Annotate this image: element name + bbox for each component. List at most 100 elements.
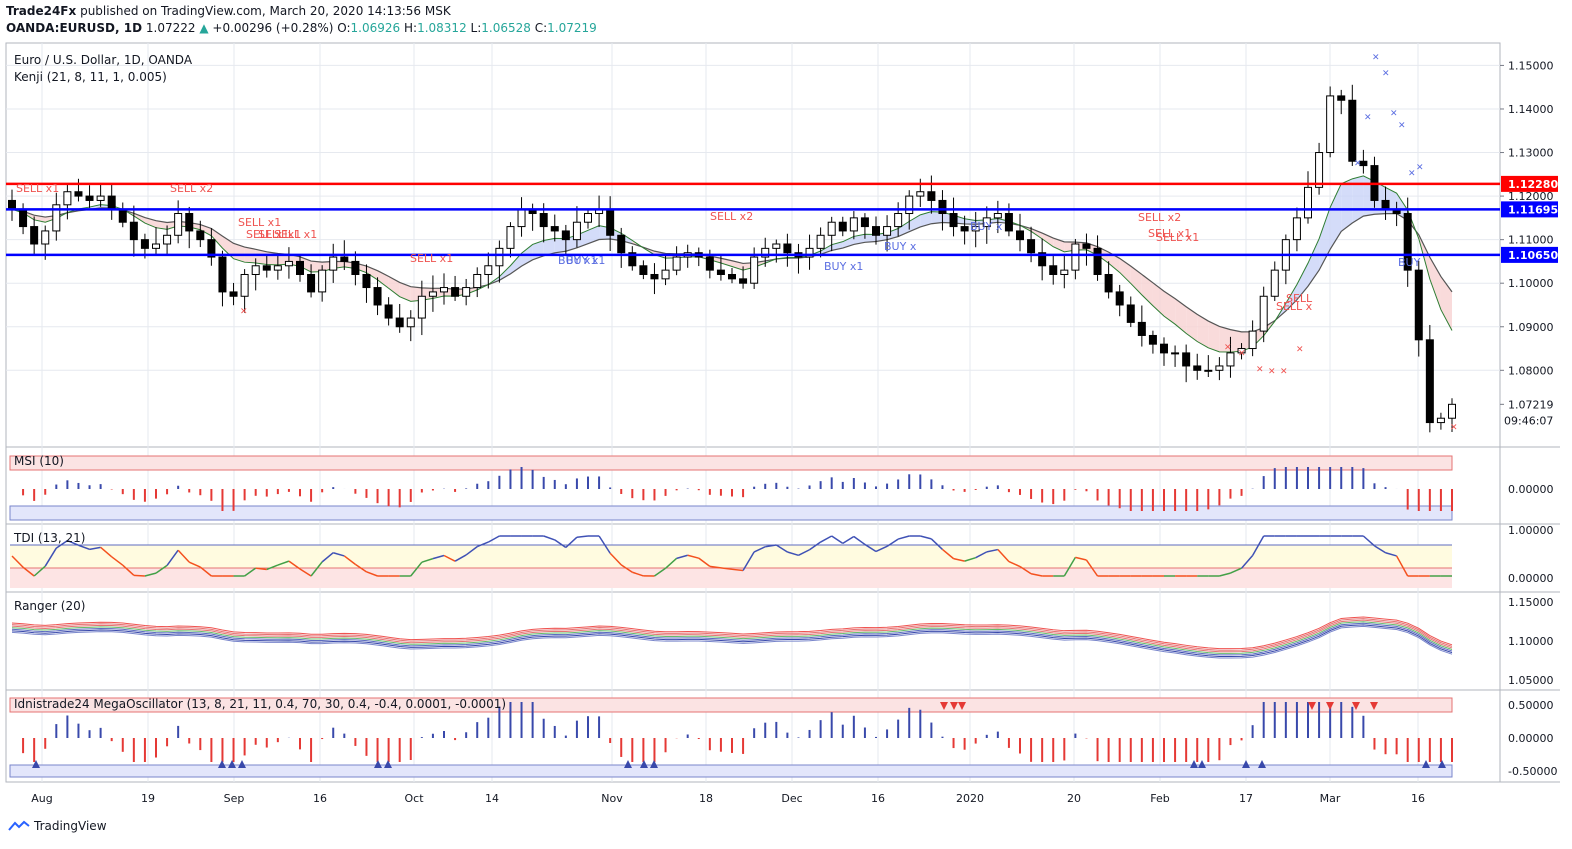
osc-buy-triangle: [624, 760, 632, 768]
sell-signal-label: SELL x1: [238, 216, 281, 229]
tdi-line: [1374, 545, 1386, 554]
time-axis-label[interactable]: 18: [699, 792, 713, 805]
time-axis-label[interactable]: Dec: [781, 792, 802, 805]
tdi-line: [487, 535, 500, 543]
tdi-line: [1008, 560, 1021, 568]
time-axis-label[interactable]: 14: [485, 792, 499, 805]
candle: [284, 260, 293, 267]
buy-signal-label: BUY x: [970, 220, 1003, 233]
time-axis-label[interactable]: 16: [871, 792, 885, 805]
time-axis-label[interactable]: Nov: [601, 792, 623, 805]
panel-title: TDI (13, 21): [13, 531, 85, 545]
time-axis-label[interactable]: Mar: [1320, 792, 1341, 805]
sell-marker-icon: ✕: [1268, 367, 1276, 377]
kenji-band: [1186, 306, 1198, 342]
tdi-line: [44, 547, 57, 567]
candle: [1204, 369, 1213, 372]
tdi-line: [632, 571, 644, 577]
sell-marker-icon: ✕: [1238, 349, 1246, 359]
osc-buy-triangle: [650, 760, 658, 768]
candle: [307, 273, 316, 293]
time-axis-label[interactable]: Sep: [224, 792, 245, 805]
candle: [1326, 95, 1335, 154]
time-axis-label[interactable]: 16: [1411, 792, 1425, 805]
high-value: 1.08312: [417, 21, 467, 35]
sell-signal-label: SELL x2: [710, 210, 753, 223]
kenji-band: [1130, 266, 1142, 295]
tdi-line: [299, 568, 312, 577]
osc-buy-triangle: [1242, 760, 1250, 768]
brand-label: TradingView: [34, 819, 107, 833]
candle: [495, 247, 504, 267]
candle: [207, 239, 216, 258]
kenji-band: [1042, 233, 1054, 247]
level-price-badge: [1501, 175, 1558, 192]
time-axis-label[interactable]: 17: [1239, 792, 1253, 805]
candle: [838, 221, 847, 232]
tdi-line: [155, 564, 168, 574]
tdi-line: [609, 552, 622, 566]
tdi-line: [698, 557, 711, 567]
tdi-line: [997, 549, 1010, 563]
candle: [1038, 252, 1047, 267]
candle: [462, 287, 471, 297]
time-axis-label[interactable]: 20: [1067, 792, 1081, 805]
candle: [417, 295, 426, 319]
candle: [1160, 343, 1168, 354]
buy-signal-label: BUY x: [884, 240, 917, 253]
sell-signal-label: SELL x2: [170, 182, 213, 195]
time-axis-label[interactable]: Aug: [31, 792, 52, 805]
candle: [783, 243, 792, 254]
tdi-line: [897, 535, 910, 540]
tdi-line: [1075, 556, 1087, 561]
time-axis-label[interactable]: 19: [141, 792, 155, 805]
osc-sell-triangle: [1370, 702, 1378, 710]
candle: [728, 273, 736, 280]
candle: [19, 208, 28, 228]
osc-sell-triangle: [1308, 702, 1316, 710]
chart-frame: [5, 42, 1501, 783]
time-axis-label[interactable]: Oct: [404, 792, 424, 805]
kenji-band: [1341, 178, 1353, 232]
candle: [872, 226, 880, 236]
time-axis-label[interactable]: 16: [313, 792, 327, 805]
publisher-name[interactable]: Trade24Fx: [6, 4, 77, 18]
osc-axis-label: -0.50000: [1508, 765, 1557, 778]
candle: [816, 234, 825, 249]
candle: [772, 243, 781, 249]
tdi-line: [432, 554, 445, 560]
kenji-band: [1308, 238, 1320, 287]
close-value: 1.07219: [547, 21, 597, 35]
indicator-title: Kenji (21, 8, 11, 1, 0.005): [14, 70, 167, 84]
tdi-line: [1219, 572, 1231, 577]
tdi-line: [354, 563, 367, 573]
time-axis-label[interactable]: 2020: [956, 792, 984, 805]
candle: [739, 278, 748, 284]
tdi-line: [1030, 572, 1043, 577]
tdi-line: [975, 551, 988, 559]
candle: [1215, 365, 1224, 371]
price-axis-label: 1.12000: [1508, 190, 1554, 203]
last-price: 1.07222: [145, 21, 196, 35]
buy-signal-label: BUY x1: [566, 254, 605, 267]
price-axis-label: 1.13000: [1508, 147, 1554, 160]
candle: [440, 287, 448, 293]
footer-brand[interactable]: TradingView: [8, 819, 107, 833]
tdi-line: [775, 544, 788, 553]
osc-sell-triangle: [958, 702, 966, 710]
tdi-line: [654, 567, 666, 577]
candle: [96, 195, 105, 201]
candle: [1071, 243, 1080, 271]
candle: [1425, 339, 1434, 424]
buy-marker-icon: ✕: [1354, 159, 1362, 169]
tdi-line: [100, 546, 113, 558]
time-axis-label[interactable]: Feb: [1150, 792, 1169, 805]
candle: [41, 230, 50, 245]
tdi-line: [875, 545, 888, 553]
tdi-mid-zone: [10, 545, 1452, 568]
osc-buy-triangle: [640, 760, 648, 768]
ranger-line: [11, 616, 1453, 650]
kenji-band: [1285, 284, 1297, 311]
candle: [584, 213, 592, 223]
